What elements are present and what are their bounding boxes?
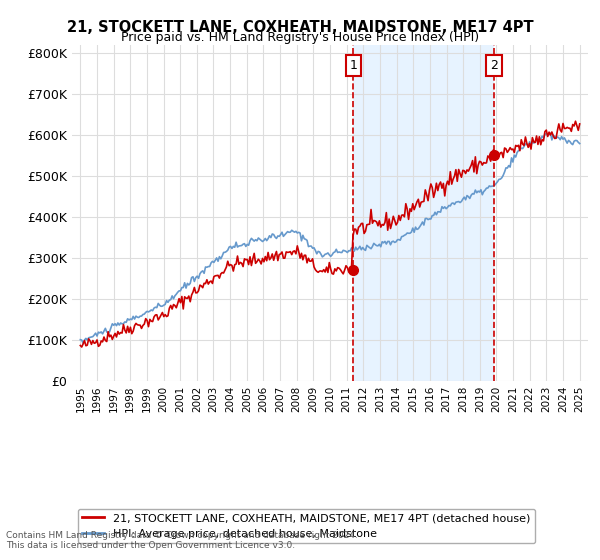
Text: Contains HM Land Registry data © Crown copyright and database right 2024.
This d: Contains HM Land Registry data © Crown c…: [6, 530, 358, 550]
Text: Price paid vs. HM Land Registry's House Price Index (HPI): Price paid vs. HM Land Registry's House …: [121, 31, 479, 44]
Bar: [353, 45, 494, 381]
Text: 1: 1: [349, 59, 357, 72]
Text: 21, STOCKETT LANE, COXHEATH, MAIDSTONE, ME17 4PT: 21, STOCKETT LANE, COXHEATH, MAIDSTONE, …: [67, 20, 533, 35]
Legend: 21, STOCKETT LANE, COXHEATH, MAIDSTONE, ME17 4PT (detached house), HPI: Average : 21, STOCKETT LANE, COXHEATH, MAIDSTONE, …: [77, 509, 535, 543]
Text: 2: 2: [490, 59, 498, 72]
